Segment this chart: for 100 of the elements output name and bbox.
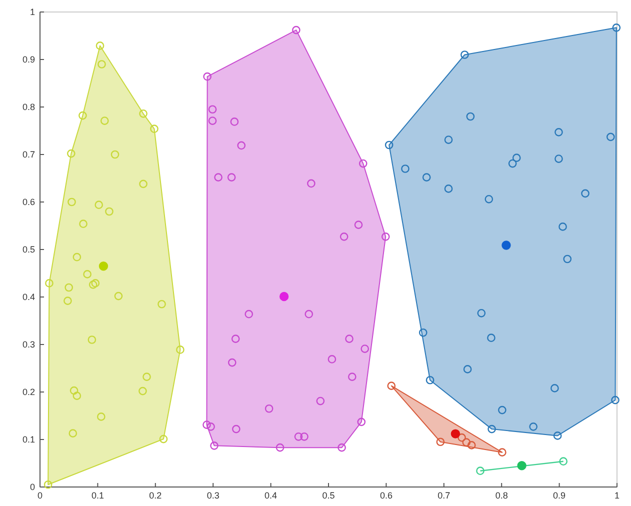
- point: [98, 262, 108, 271]
- point: [279, 292, 289, 302]
- x-tick-label: 0.6: [380, 490, 392, 500]
- y-tick-label: 0.2: [22, 386, 35, 397]
- x-tick-label: 0.7: [438, 490, 450, 500]
- y-tick-label: 0.7: [22, 149, 35, 160]
- x-tick-label: 0.4: [264, 490, 278, 500]
- point: [214, 173, 222, 182]
- point: [208, 116, 217, 125]
- point: [232, 424, 240, 434]
- x-tick-label: 0.9: [553, 490, 566, 500]
- point: [264, 404, 274, 413]
- point: [488, 424, 496, 434]
- point: [422, 173, 431, 182]
- point: [231, 334, 240, 343]
- point: [529, 422, 538, 431]
- point: [508, 159, 517, 168]
- x-tick-label: 0: [37, 490, 43, 500]
- point: [502, 240, 511, 250]
- point: [554, 128, 563, 136]
- point: [463, 365, 472, 374]
- point: [72, 252, 82, 262]
- x-tick-label: 1: [614, 490, 620, 500]
- point: [426, 376, 434, 384]
- point: [138, 386, 147, 396]
- point: [340, 232, 348, 241]
- point: [88, 280, 98, 289]
- point: [208, 105, 217, 114]
- point: [276, 443, 284, 452]
- point: [292, 26, 300, 34]
- point: [88, 336, 96, 344]
- point: [444, 184, 453, 193]
- point: [606, 132, 615, 142]
- point: [158, 300, 166, 308]
- y-tick-label: 0: [30, 482, 35, 492]
- point: [105, 207, 114, 216]
- point: [484, 194, 494, 204]
- point: [96, 412, 106, 421]
- point: [387, 382, 396, 390]
- x-tick-label: 0.5: [322, 490, 335, 500]
- point: [401, 164, 410, 173]
- point: [559, 457, 568, 466]
- point: [512, 154, 521, 162]
- y-tick-label: 1: [30, 6, 35, 17]
- point: [581, 189, 590, 198]
- y-tick-label: 0.4: [22, 292, 35, 302]
- point: [96, 42, 104, 50]
- point: [139, 180, 148, 188]
- point: [384, 140, 394, 150]
- point: [611, 396, 620, 404]
- point: [466, 112, 475, 121]
- y-tick-label: 0.8: [22, 102, 35, 112]
- point: [228, 358, 236, 367]
- point: [476, 466, 484, 476]
- point: [64, 283, 74, 292]
- point: [517, 461, 526, 470]
- point: [210, 442, 218, 450]
- point: [357, 418, 366, 426]
- y-tick-label: 0.9: [22, 54, 35, 64]
- point: [230, 118, 239, 126]
- point: [328, 355, 336, 364]
- point: [612, 24, 621, 32]
- y-tick-label: 0.6: [22, 196, 35, 207]
- point: [316, 396, 325, 406]
- y-tick-label: 0.5: [22, 244, 35, 254]
- point: [78, 111, 87, 120]
- point: [381, 232, 390, 241]
- point: [294, 432, 303, 441]
- x-tick-label: 0.1: [91, 490, 104, 500]
- point: [553, 432, 562, 440]
- point: [467, 441, 476, 450]
- point: [44, 480, 52, 489]
- point: [98, 60, 106, 68]
- point: [498, 448, 506, 456]
- point: [450, 429, 460, 438]
- point: [227, 173, 236, 182]
- point: [45, 279, 54, 288]
- point: [79, 220, 88, 228]
- point: [554, 154, 563, 163]
- point: [114, 292, 123, 300]
- point: [68, 198, 76, 206]
- point: [68, 429, 78, 438]
- point: [176, 346, 184, 354]
- point: [91, 279, 100, 288]
- point: [244, 310, 254, 318]
- point: [304, 310, 314, 318]
- y-tick-label: 0.1: [22, 434, 35, 444]
- point: [203, 72, 212, 81]
- point: [498, 406, 506, 414]
- point: [460, 50, 469, 59]
- point: [139, 109, 148, 118]
- point: [338, 443, 346, 452]
- point: [418, 328, 428, 337]
- point: [477, 308, 486, 318]
- point: [345, 334, 354, 343]
- point: [458, 433, 466, 442]
- point: [83, 270, 92, 278]
- x-tick-label: 0.2: [149, 490, 162, 500]
- point: [159, 434, 168, 444]
- point: [94, 200, 104, 210]
